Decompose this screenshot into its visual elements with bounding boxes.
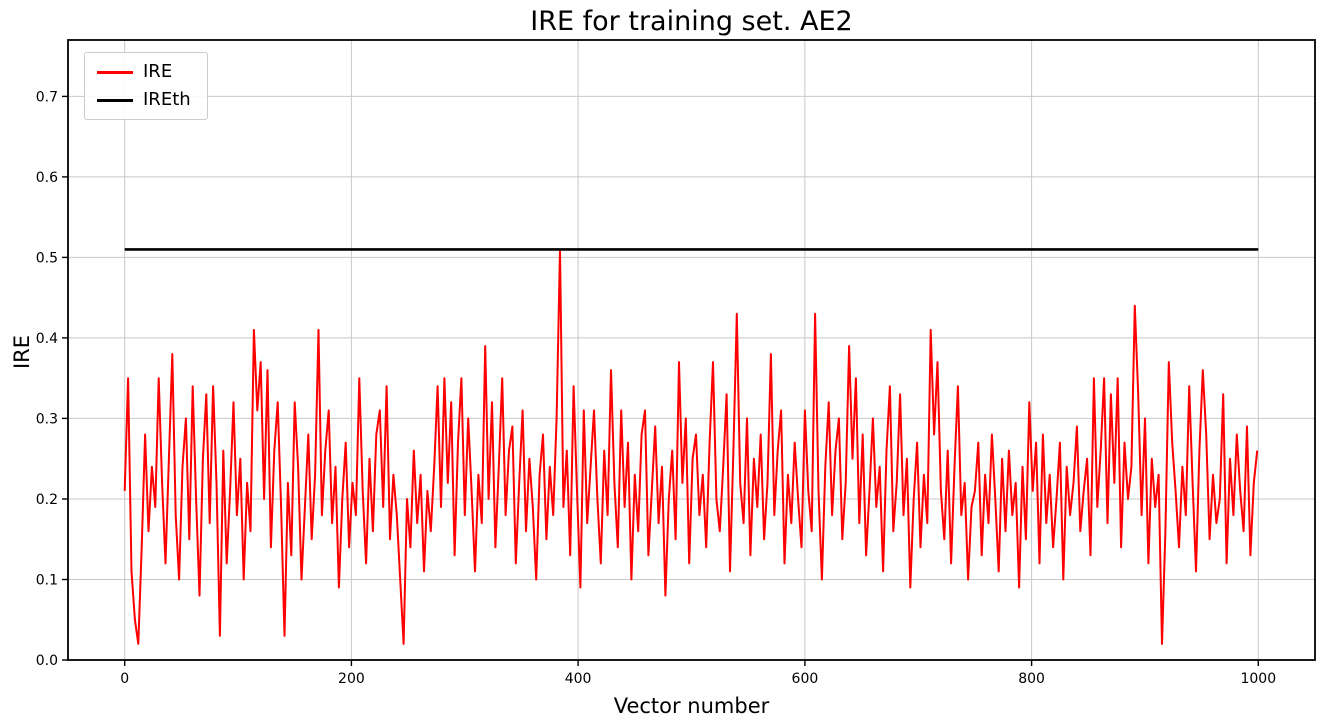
svg-text:0.4: 0.4 — [36, 331, 58, 347]
x-axis-label: Vector number — [613, 694, 770, 718]
svg-text:800: 800 — [1018, 671, 1045, 687]
legend-label-ire: IRE — [143, 61, 173, 82]
svg-text:0: 0 — [120, 671, 129, 687]
svg-text:1000: 1000 — [1240, 671, 1276, 687]
legend-item-ire: IRE — [97, 63, 191, 81]
svg-text:0.2: 0.2 — [36, 492, 58, 508]
legend-label-ireth: IREth — [143, 89, 191, 110]
legend-swatch-ire — [97, 70, 133, 74]
svg-text:200: 200 — [338, 671, 365, 687]
svg-text:0.5: 0.5 — [36, 250, 58, 266]
legend-swatch-ireth — [97, 98, 133, 102]
legend-item-ireth: IREth — [97, 91, 191, 109]
svg-text:0.0: 0.0 — [36, 653, 58, 669]
svg-text:0.7: 0.7 — [36, 89, 58, 105]
svg-text:600: 600 — [792, 671, 819, 687]
svg-text:400: 400 — [565, 671, 592, 687]
chart-title: IRE for training set. AE2 — [530, 6, 853, 37]
svg-text:0.3: 0.3 — [36, 411, 58, 427]
legend: IRE IREth — [84, 52, 208, 120]
svg-text:0.6: 0.6 — [36, 170, 58, 186]
svg-text:0.1: 0.1 — [36, 572, 58, 588]
